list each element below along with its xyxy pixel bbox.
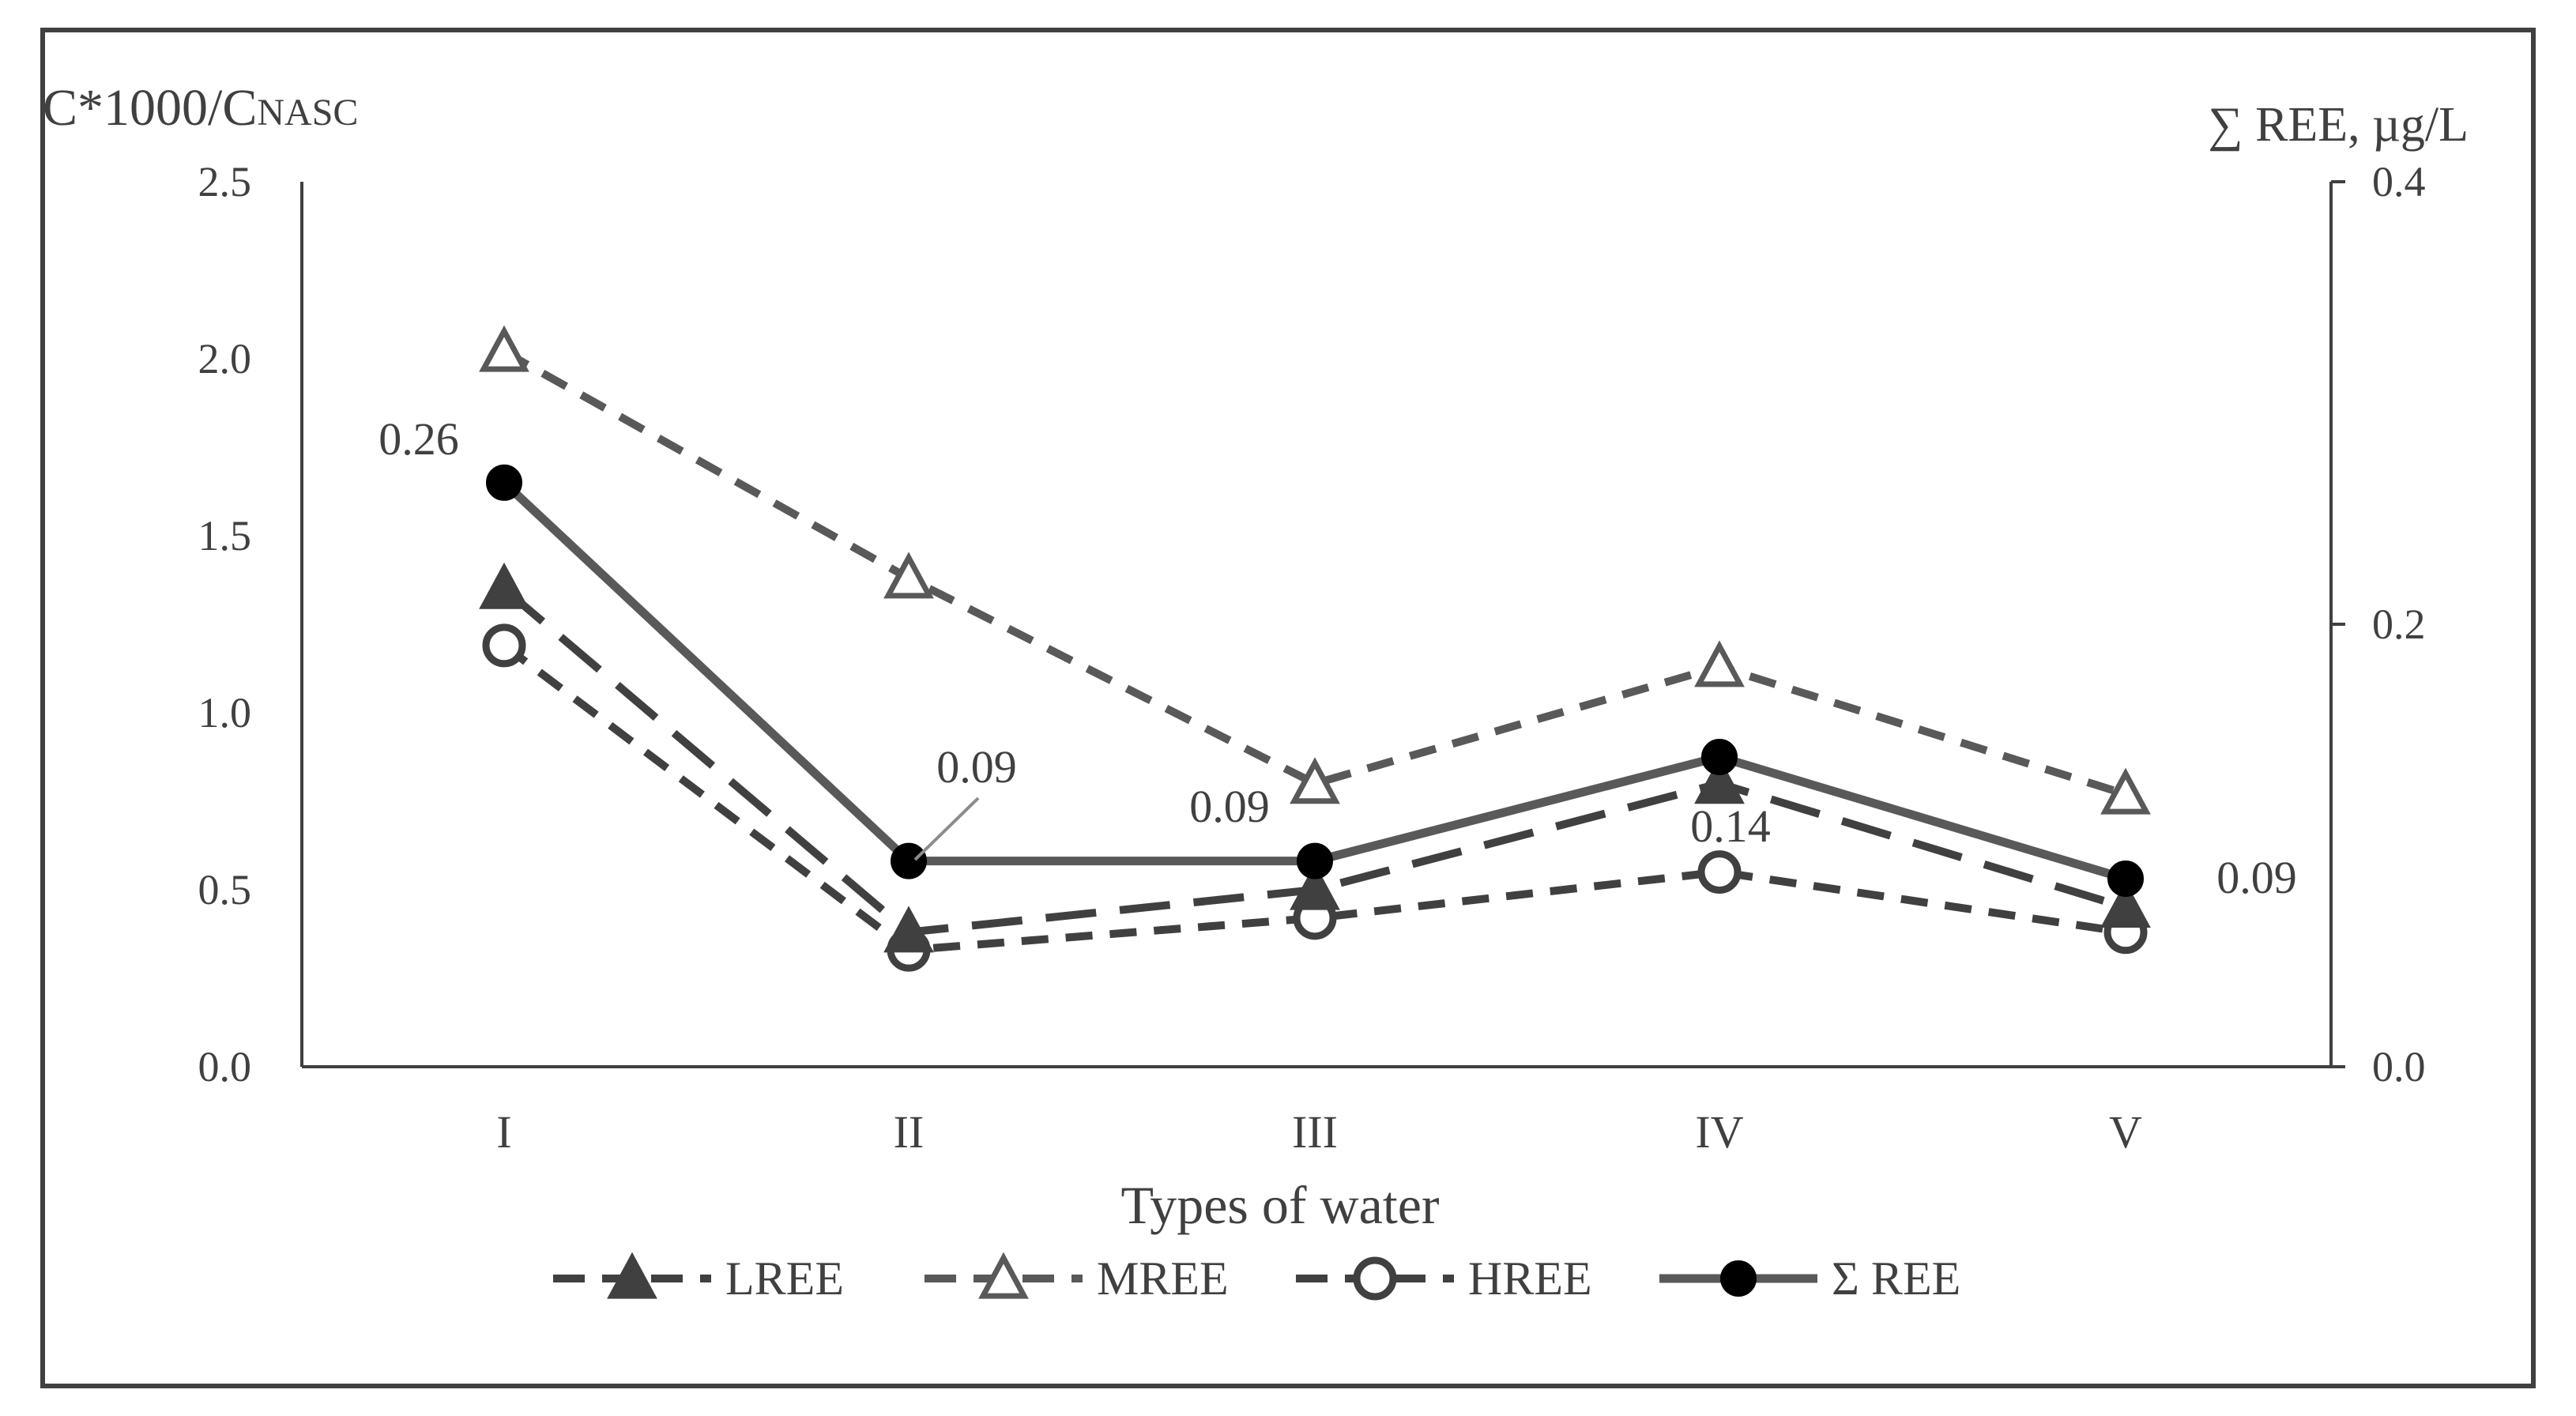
legend-marker: [1720, 1260, 1757, 1297]
right-axis-title: ∑ REE, µg/L: [2208, 98, 2469, 152]
legend-label: HREE: [1468, 1252, 1592, 1305]
point-hree: [482, 623, 526, 668]
point-mree: [1694, 640, 1745, 687]
legend-item-mree: MREE: [925, 1252, 1229, 1305]
sum-ree-data-label: 0.09: [2216, 852, 2297, 903]
x-tick-label: IV: [1695, 1106, 1743, 1158]
sum-ree-data-label: 0.14: [1690, 800, 1771, 852]
legend-item-lree: LREE: [553, 1252, 844, 1305]
right-tick-label: 0.4: [2372, 158, 2426, 205]
point-hree: [1697, 850, 1742, 894]
sum-ree-data-label: 0.09: [1189, 781, 1270, 832]
left-tick-label: 2.0: [198, 335, 252, 382]
point-lree: [1290, 863, 1340, 910]
left-tick-label: 1.0: [198, 689, 252, 736]
point-lree: [883, 906, 934, 953]
legend-label: LREE: [725, 1252, 844, 1305]
left-tick-label: 0.0: [198, 1043, 252, 1090]
point-lree: [1694, 757, 1745, 804]
point-mree: [2100, 767, 2151, 815]
point-ree: [1297, 842, 1333, 879]
x-tick-label: I: [496, 1106, 511, 1158]
legend-item-hree: HREE: [1296, 1252, 1592, 1305]
point-mree: [883, 552, 934, 599]
point-ree: [486, 464, 522, 501]
point-ree: [2107, 861, 2144, 897]
legend: LREE MREE HREE Σ REE: [553, 1252, 1960, 1305]
point-ree: [891, 842, 927, 879]
x-tick-label: III: [1292, 1106, 1338, 1158]
x-tick-label: V: [2109, 1106, 2142, 1158]
data-label-leader-line: [913, 796, 980, 861]
legend-label: Σ REE: [1832, 1252, 1960, 1305]
point-mree: [479, 325, 529, 372]
left-tick-label: 1.5: [198, 512, 252, 559]
x-tick-label: II: [894, 1106, 925, 1158]
point-lree: [479, 562, 529, 609]
legend-item-ree: Σ REE: [1659, 1252, 1960, 1305]
legend-marker: [607, 1252, 657, 1299]
sum-ree-data-label: 0.09: [936, 741, 1017, 793]
legend-marker: [1353, 1256, 1397, 1301]
x-axis-title: Types of water: [1120, 1175, 1439, 1235]
point-mree: [1290, 757, 1340, 804]
left-tick-label: 0.5: [198, 866, 252, 913]
chart-frame: [40, 28, 2536, 1388]
right-tick-label: 0.0: [2372, 1043, 2426, 1090]
point-lree: [2100, 881, 2151, 928]
sum-ree-data-label: 0.26: [378, 413, 459, 465]
left-tick-label: 2.5: [198, 158, 252, 205]
legend-label: MREE: [1097, 1252, 1229, 1305]
series-line-mree: [502, 348, 2127, 798]
right-tick-label: 0.2: [2372, 601, 2426, 648]
point-ree: [1701, 739, 1738, 775]
legend-marker: [978, 1252, 1029, 1299]
